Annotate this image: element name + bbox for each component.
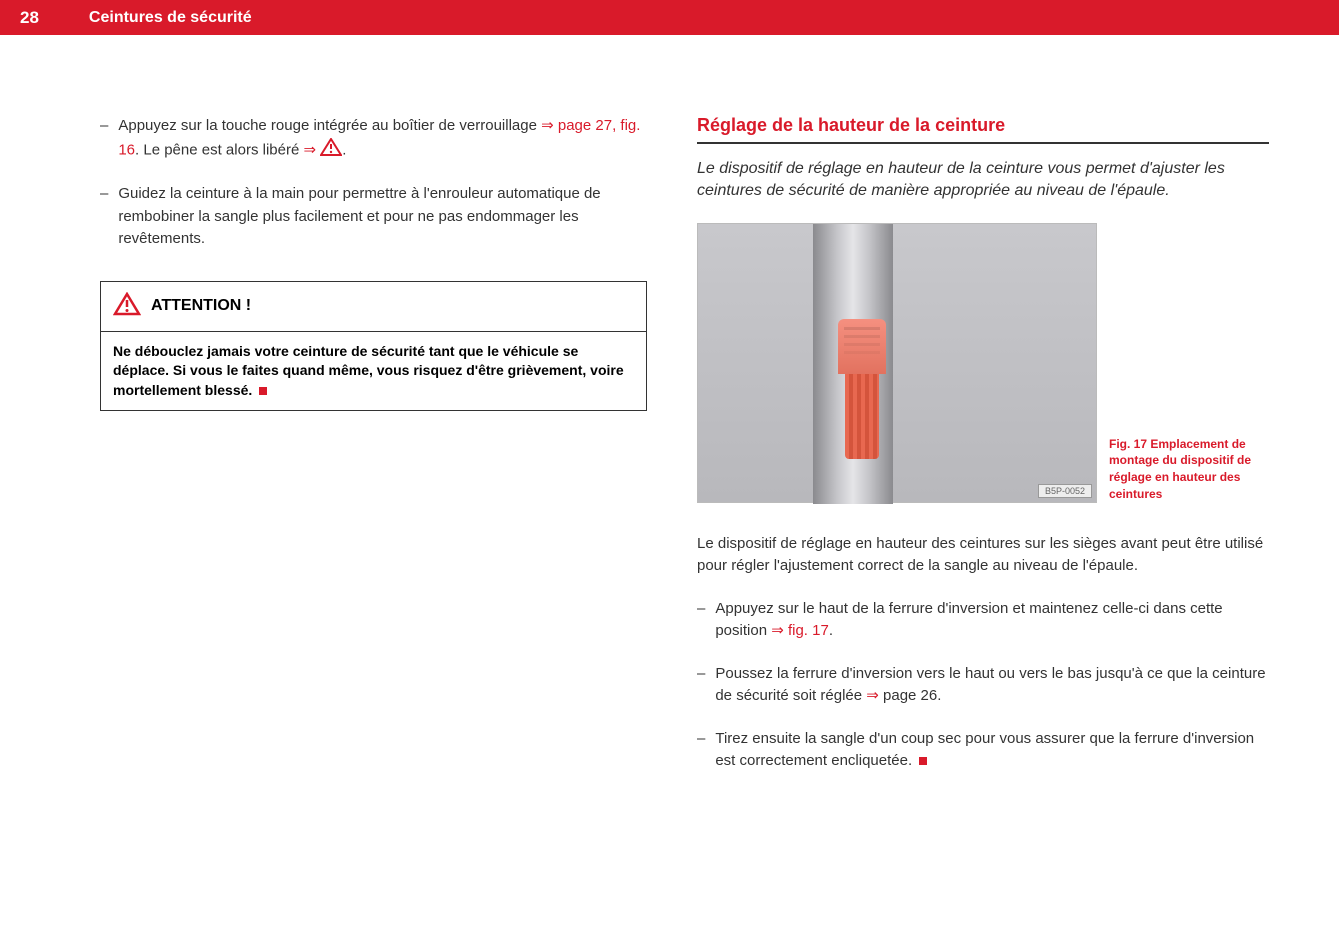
arrow-icon: ⇒ xyxy=(771,622,788,639)
bullet-text: Appuyez sur la touche rouge intégrée au … xyxy=(118,115,647,163)
figure-image: B5P-0052 xyxy=(697,223,1097,503)
adjuster-strap-shape xyxy=(845,374,879,459)
arrow-icon: ⇒ xyxy=(303,141,320,158)
page-content: – Appuyez sur la touche rouge intégrée a… xyxy=(0,35,1339,833)
end-marker-icon xyxy=(259,387,267,395)
bullet-marker: – xyxy=(697,663,705,708)
bullet-marker: – xyxy=(697,728,705,773)
adjuster-button-shape xyxy=(838,319,886,374)
warning-triangle-icon xyxy=(113,292,141,321)
bullet-marker: – xyxy=(100,115,108,163)
bullet-text: Guidez la ceinture à la main pour permet… xyxy=(118,183,647,251)
text-span: . xyxy=(937,687,941,704)
figure-ref-link[interactable]: fig. 17 xyxy=(788,622,829,639)
list-item: – Appuyez sur la touche rouge intégrée a… xyxy=(100,115,647,163)
text-span: Appuyez sur la touche rouge intégrée au … xyxy=(118,117,541,134)
attention-body: Ne débouclez jamais votre ceinture de sé… xyxy=(101,332,646,411)
arrow-icon: ⇒ xyxy=(541,117,558,134)
attention-box: ATTENTION ! Ne débouclez jamais votre ce… xyxy=(100,281,647,412)
body-paragraph: Le dispositif de réglage en hauteur des … xyxy=(697,533,1269,578)
page-number: 28 xyxy=(0,0,59,35)
list-item: – Guidez la ceinture à la main pour perm… xyxy=(100,183,647,251)
right-column: Réglage de la hauteur de la ceinture Le … xyxy=(697,115,1269,793)
period: . xyxy=(342,141,346,158)
attention-header: ATTENTION ! xyxy=(101,282,646,332)
text-span: . Le pêne est alors libéré xyxy=(135,141,303,158)
list-item: – Tirez ensuite la sangle d'un coup sec … xyxy=(697,728,1269,773)
bullet-text: Tirez ensuite la sangle d'un coup sec po… xyxy=(715,728,1269,773)
arrow-icon: ⇒ xyxy=(866,687,883,704)
figure-number: Fig. 17 xyxy=(1109,437,1147,451)
warning-triangle-icon xyxy=(320,138,342,164)
section-intro: Le dispositif de réglage en hauteur de l… xyxy=(697,158,1269,203)
end-marker-icon xyxy=(919,757,927,765)
figure-block: B5P-0052 Fig. 17 Emplacement de montage … xyxy=(697,223,1269,503)
figure-caption: Fig. 17 Emplacement de montage du dispos… xyxy=(1109,436,1269,503)
header-bar: 28 Ceintures de sécurité xyxy=(0,0,1339,35)
attention-text: Ne débouclez jamais votre ceinture de sé… xyxy=(113,343,624,398)
bullet-marker: – xyxy=(697,598,705,643)
text-span: . xyxy=(829,622,833,639)
belt-adjuster-shape xyxy=(838,319,888,469)
list-item: – Appuyez sur le haut de la ferrure d'in… xyxy=(697,598,1269,643)
text-span: Poussez la ferrure d'inversion vers le h… xyxy=(715,665,1265,705)
page-ref: page 26 xyxy=(883,687,937,704)
left-column: – Appuyez sur la touche rouge intégrée a… xyxy=(100,115,647,793)
bullet-text: Poussez la ferrure d'inversion vers le h… xyxy=(715,663,1269,708)
bullet-marker: – xyxy=(100,183,108,251)
text-span: Tirez ensuite la sangle d'un coup sec po… xyxy=(715,730,1254,770)
attention-title: ATTENTION ! xyxy=(151,297,251,315)
header-title: Ceintures de sécurité xyxy=(89,9,252,27)
bullet-text: Appuyez sur le haut de la ferrure d'inve… xyxy=(715,598,1269,643)
figure-code: B5P-0052 xyxy=(1038,484,1092,498)
section-title: Réglage de la hauteur de la ceinture xyxy=(697,115,1269,144)
list-item: – Poussez la ferrure d'inversion vers le… xyxy=(697,663,1269,708)
